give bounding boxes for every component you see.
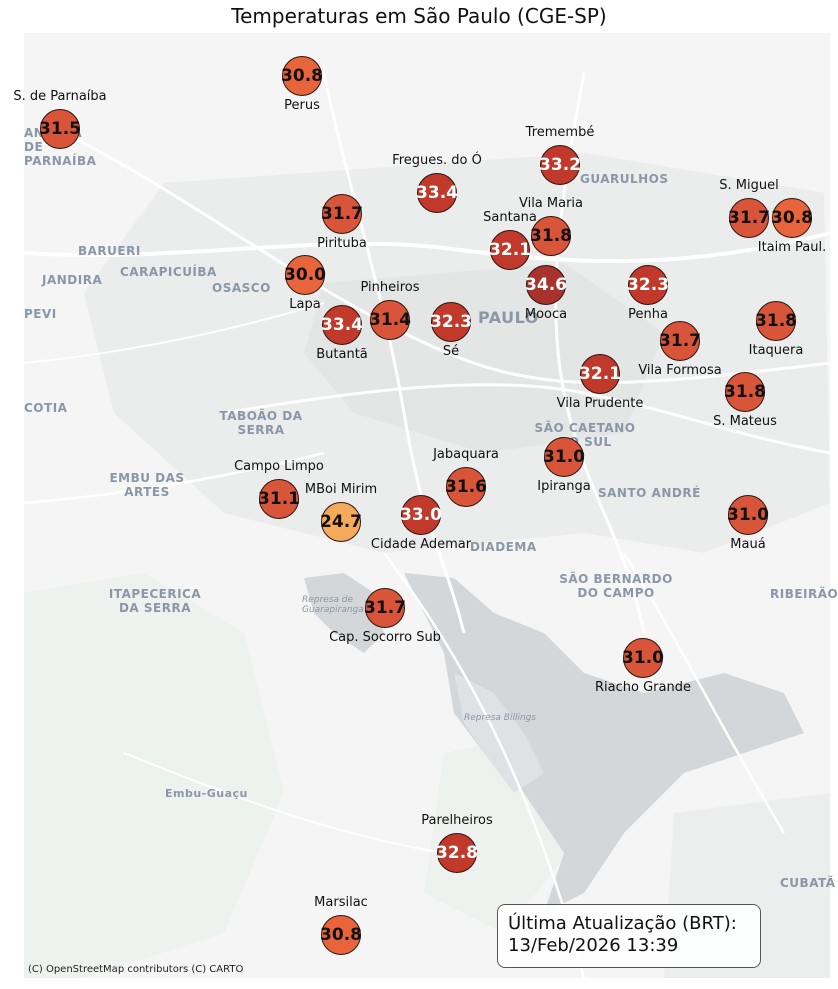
- station-marker[interactable]: 30.8: [320, 915, 362, 955]
- station-label: Itaim Paul.: [757, 240, 827, 255]
- station-marker[interactable]: 31.7: [364, 588, 406, 628]
- station-marker[interactable]: 31.5: [39, 109, 81, 149]
- place-taboao: TABOÃO DA SERRA: [219, 409, 303, 437]
- station-label: Cidade Ademar: [370, 537, 472, 552]
- station-label: Parelheiros: [421, 813, 493, 828]
- station-marker[interactable]: 33.2: [539, 145, 581, 185]
- station-marker[interactable]: 32.1: [579, 354, 621, 394]
- station-label: Butantã: [316, 347, 368, 362]
- station-label: Sé: [442, 344, 460, 359]
- station-marker[interactable]: 31.0: [727, 495, 769, 535]
- place-guarulhos: GUARULHOS: [580, 172, 669, 186]
- station-label: Itaquera: [748, 343, 804, 358]
- station-label: S. Miguel: [719, 178, 779, 193]
- update-timestamp: 13/Feb/2026 13:39: [508, 935, 679, 956]
- station-marker[interactable]: 31.6: [445, 467, 487, 507]
- place-diadema: DIADEMA: [470, 540, 537, 554]
- station-marker[interactable]: 31.7: [728, 198, 770, 238]
- station-marker[interactable]: 32.3: [627, 265, 669, 305]
- station-marker[interactable]: 31.4: [369, 300, 411, 340]
- place-guarapiranga: Represa de Guarapiranga: [302, 595, 364, 615]
- station-marker[interactable]: 32.3: [430, 302, 472, 342]
- station-marker[interactable]: 33.4: [321, 305, 363, 345]
- station-marker[interactable]: 32.8: [436, 833, 478, 873]
- station-label: Lapa: [289, 297, 321, 312]
- station-label: Riacho Grande: [595, 680, 691, 695]
- station-label: S. Mateus: [713, 414, 777, 429]
- station-label: Mauá: [730, 537, 766, 552]
- station-marker[interactable]: 31.1: [258, 479, 300, 519]
- station-marker[interactable]: 30.0: [284, 255, 326, 295]
- place-pevi: PEVI: [24, 307, 57, 321]
- place-jandira: JANDIRA: [42, 273, 103, 287]
- station-label: Marsilac: [314, 895, 368, 910]
- station-label: Vila Formosa: [638, 363, 722, 378]
- station-marker[interactable]: 31.0: [543, 437, 585, 477]
- station-label: MBoi Mirim: [304, 482, 378, 497]
- station-marker[interactable]: 30.8: [771, 198, 813, 238]
- place-cotia: COTIA: [24, 401, 68, 415]
- place-carapicuiba: CARAPICUÍBA: [120, 265, 217, 279]
- station-label: Cap. Socorro Sub: [329, 630, 441, 645]
- station-label: Penha: [628, 307, 668, 322]
- station-marker[interactable]: 33.4: [416, 173, 458, 213]
- station-label: Pirituba: [317, 236, 367, 251]
- place-barueri: BARUERI: [78, 244, 141, 258]
- station-marker[interactable]: 31.8: [724, 372, 766, 412]
- station-marker[interactable]: 32.1: [489, 230, 531, 270]
- station-label: S. de Parnaíba: [13, 89, 107, 104]
- station-marker[interactable]: 31.8: [755, 301, 797, 341]
- station-label: Ipiranga: [537, 479, 591, 494]
- map-title: Temperaturas em São Paulo (CGE-SP): [231, 4, 607, 28]
- station-marker[interactable]: 33.0: [400, 495, 442, 535]
- place-osasco: OSASCO: [212, 281, 271, 295]
- station-label: Tremembé: [525, 125, 595, 140]
- place-itapecerica: ITAPECERICA DA SERRA: [108, 587, 202, 615]
- place-embu-guacu: Embu-Guaçu: [165, 787, 248, 800]
- station-marker[interactable]: 31.0: [622, 638, 664, 678]
- station-marker[interactable]: 24.7: [320, 502, 362, 542]
- place-santo-andre: SANTO ANDRÉ: [598, 486, 701, 500]
- place-billings: Represa Billings: [464, 713, 537, 723]
- station-label: Vila Maria: [518, 196, 584, 211]
- station-label: Perus: [284, 98, 320, 113]
- station-marker[interactable]: 31.8: [530, 216, 572, 256]
- place-sao-bernardo: SÃO BERNARDO DO CAMPO: [559, 572, 673, 600]
- place-ribeirao: RIBEIRÃO: [770, 587, 838, 601]
- station-label: Pinheiros: [360, 280, 420, 295]
- station-label: Vila Prudente: [556, 396, 644, 411]
- station-marker[interactable]: 34.6: [525, 265, 567, 305]
- station-label: Santana: [483, 210, 537, 225]
- station-label: Mooca: [524, 307, 568, 322]
- place-paulo: PAULO: [478, 308, 539, 327]
- update-label: Última Atualização (BRT):: [508, 913, 737, 934]
- station-marker[interactable]: 31.7: [659, 321, 701, 361]
- station-marker[interactable]: 31.7: [321, 194, 363, 234]
- station-label: Jabaquara: [433, 447, 499, 462]
- station-marker[interactable]: 30.8: [281, 56, 323, 96]
- update-box: Última Atualização (BRT): 13/Feb/2026 13…: [497, 904, 761, 968]
- station-label: Fregues. do Ó: [392, 153, 482, 168]
- map-attribution: (C) OpenStreetMap contributors (C) CARTO: [28, 964, 244, 975]
- place-cubatao: CUBATÃ: [780, 876, 836, 890]
- station-label: Campo Limpo: [234, 459, 324, 474]
- place-embu: EMBU DAS ARTES: [109, 471, 185, 499]
